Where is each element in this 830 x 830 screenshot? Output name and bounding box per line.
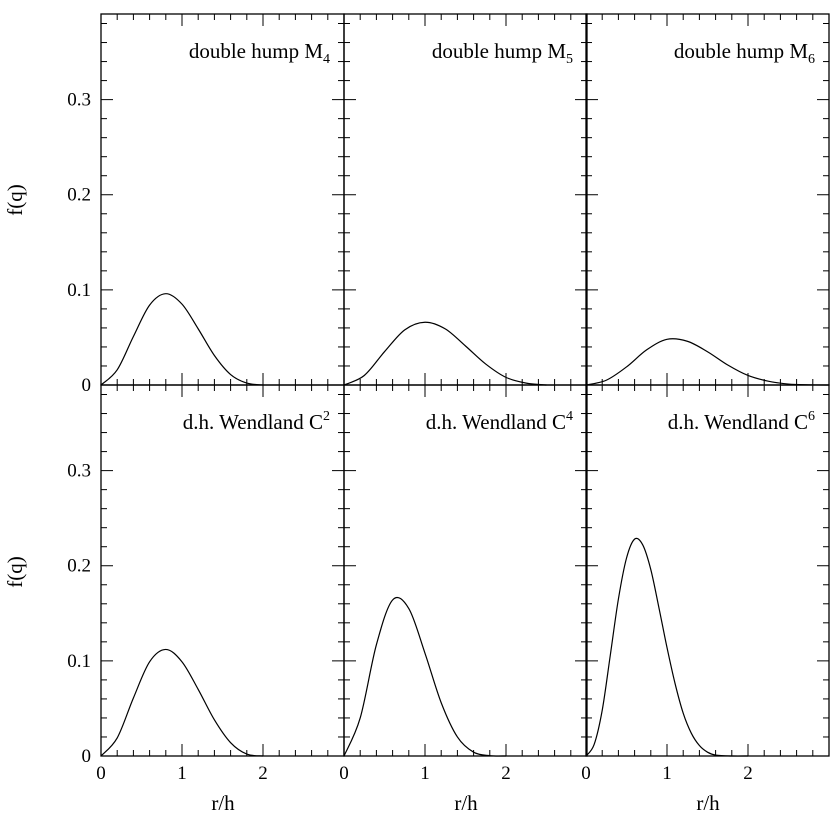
x-tick-label: 2 bbox=[501, 763, 511, 784]
series-line-5 bbox=[343, 596, 507, 757]
series-line-1 bbox=[100, 293, 264, 386]
x-tick-label: 0 bbox=[581, 763, 591, 784]
panel-3: double hump M6 bbox=[585, 13, 830, 386]
x-tick-label: 2 bbox=[258, 763, 268, 784]
y-tick-label: 0.1 bbox=[67, 651, 91, 672]
series-line-4 bbox=[100, 648, 264, 757]
panel-4: d.h. Wendland C2 0 0.1 0.2 0.3 0 1 2 bbox=[67, 384, 345, 784]
series-line-6 bbox=[585, 537, 749, 757]
panel-title-5: d.h. Wendland C4 bbox=[426, 409, 573, 434]
panel-title-3: double hump M6 bbox=[674, 39, 815, 67]
panel-1: double hump M4 0 0.1 0.2 0.3 bbox=[67, 13, 345, 396]
y-axis-label-top: f(q) bbox=[3, 184, 27, 215]
y-tick-label: 0.2 bbox=[67, 185, 91, 206]
panel-frame bbox=[343, 384, 588, 757]
x-tick-label: 1 bbox=[662, 763, 672, 784]
panel-frame bbox=[585, 384, 830, 757]
x-tick-label: 0 bbox=[96, 763, 106, 784]
panel-title-1: double hump M4 bbox=[189, 39, 330, 67]
panel-title-6: d.h. Wendland C6 bbox=[668, 409, 815, 434]
x-tick-label: 0 bbox=[339, 763, 349, 784]
y-tick-label: 0.1 bbox=[67, 280, 91, 301]
series-line-2 bbox=[343, 321, 547, 386]
panel-frame bbox=[100, 384, 345, 757]
series-line-3 bbox=[585, 338, 830, 386]
x-axis-label-col1: r/h bbox=[211, 791, 235, 815]
y-axis-label-bottom: f(q) bbox=[3, 556, 27, 587]
x-axis-label-col3: r/h bbox=[696, 791, 720, 815]
panels-layer: double hump M4 0 0.1 0.2 0.3 double hump M5 do… bbox=[67, 13, 830, 784]
panel-2: double hump M5 bbox=[343, 13, 588, 386]
y-tick-label: 0.3 bbox=[67, 461, 91, 482]
x-axis-label-col2: r/h bbox=[454, 791, 478, 815]
panel-title-4: d.h. Wendland C2 bbox=[183, 409, 330, 434]
x-tick-label: 1 bbox=[420, 763, 430, 784]
panel-6: d.h. Wendland C6 0 1 2 bbox=[581, 384, 830, 784]
y-tick-label: 0.2 bbox=[67, 556, 91, 577]
x-tick-label: 2 bbox=[743, 763, 753, 784]
panel-5: d.h. Wendland C4 0 1 2 bbox=[339, 384, 588, 784]
y-tick-label: 0.3 bbox=[67, 90, 91, 111]
panel-frame bbox=[343, 13, 588, 386]
x-tick-label: 1 bbox=[177, 763, 187, 784]
panel-title-2: double hump M5 bbox=[432, 39, 573, 67]
panel-frame bbox=[585, 13, 830, 386]
y-tick-label: 0 bbox=[82, 375, 92, 396]
y-tick-label: 0 bbox=[82, 746, 92, 767]
